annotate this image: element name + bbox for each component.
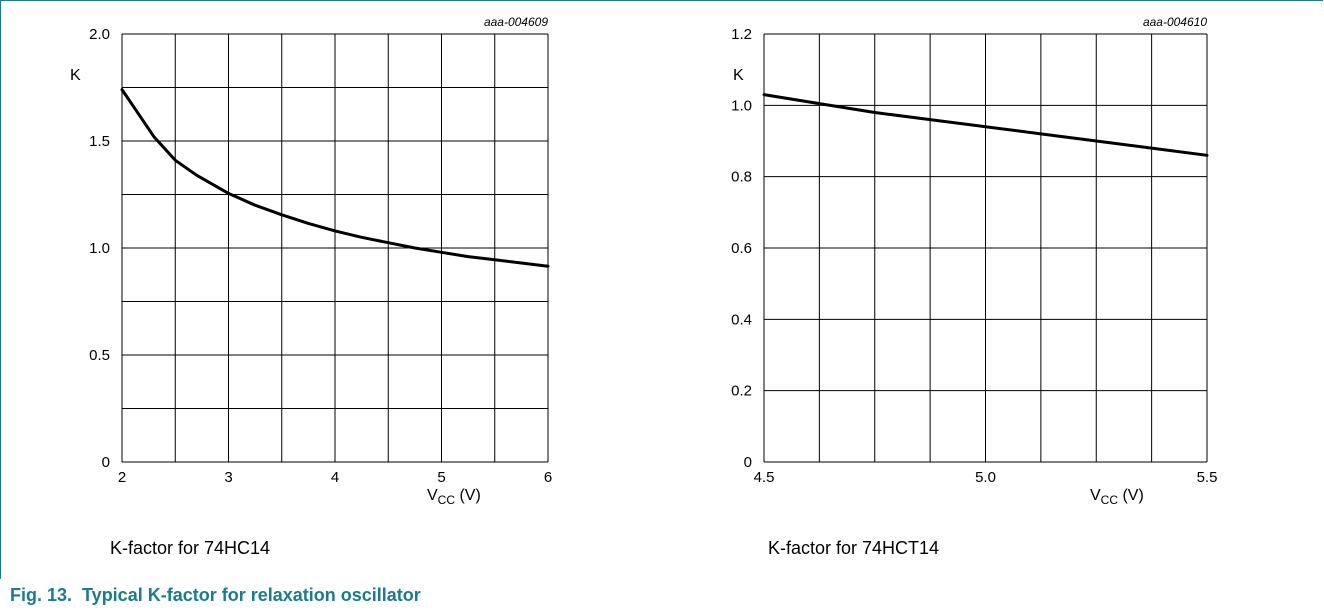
y-tick-label: 0.4 <box>731 311 752 328</box>
x-tick-label: 2 <box>118 469 126 486</box>
y-tick-label: 1.5 <box>89 133 110 150</box>
x-axis-label: VCC (V) <box>1090 487 1144 507</box>
x-axis-label-unit: (V) <box>455 487 481 504</box>
y-tick-label: 0 <box>744 454 752 471</box>
plot-grid <box>121 33 549 463</box>
x-tick-label: 6 <box>544 469 552 486</box>
x-tick-label: 3 <box>224 469 232 486</box>
y-tick-label: 1.2 <box>731 26 752 43</box>
chart-subtitle: K-factor for 74HC14 <box>110 538 270 558</box>
y-tick-label: 0.6 <box>731 240 752 257</box>
y-tick-label: 0.2 <box>731 383 752 400</box>
x-tick-label: 5.0 <box>975 469 996 486</box>
y-tick-label: 2.0 <box>89 26 110 43</box>
x-axis-label-unit: (V) <box>1118 487 1144 504</box>
figure-code: aaa-004610 <box>1143 15 1207 29</box>
x-axis-label-sub: CC <box>1101 493 1119 507</box>
x-axis-label-main: V <box>427 487 438 504</box>
figure-frame <box>0 0 1323 579</box>
x-axis-label-sub: CC <box>438 493 456 507</box>
x-tick-label: 4.5 <box>754 469 775 486</box>
y-tick-label: 1.0 <box>89 240 110 257</box>
y-axis-label: K <box>70 67 81 84</box>
y-tick-label: 0 <box>102 454 110 471</box>
x-axis-label: VCC (V) <box>427 487 481 507</box>
figure-caption: Fig. 13. Typical K-factor for relaxation… <box>10 585 421 605</box>
y-tick-label: 1.0 <box>731 97 752 114</box>
x-tick-label: 5.5 <box>1197 469 1218 486</box>
y-axis-label: K <box>733 67 744 84</box>
y-tick-label: 0.8 <box>731 169 752 186</box>
tick-labels: 2 3 4 5 6 0 0.5 1.0 1.5 2.0 <box>89 26 552 486</box>
series-line <box>120 88 550 268</box>
series-line <box>762 93 1209 157</box>
series-line-group <box>120 88 550 268</box>
x-tick-label: 4 <box>331 469 339 486</box>
plot-grid <box>763 33 1208 463</box>
chart-74hct14: 4.5 5.0 5.500.20.40.60.81.01.2 aaa-004610 … <box>731 15 1217 558</box>
chart-subtitle: K-factor for 74HCT14 <box>768 538 939 558</box>
x-axis-label-main: V <box>1090 487 1101 504</box>
figure-svg: 2 3 4 5 600.51.01.52.0 aaa-004609 K VCC (V) … <box>70 15 1217 558</box>
series-line-group <box>762 93 1209 157</box>
figure-code: aaa-004609 <box>484 15 548 29</box>
chart-74hc14: 2 3 4 5 600.51.01.52.0 aaa-004609 K VCC (V) … <box>70 15 552 558</box>
x-tick-label: 5 <box>437 469 445 486</box>
tick-labels: 4.5 5.0 5.5 0 0.2 0.4 0.6 0.8 1.0 1.2 <box>731 26 1217 486</box>
y-tick-label: 0.5 <box>89 347 110 364</box>
